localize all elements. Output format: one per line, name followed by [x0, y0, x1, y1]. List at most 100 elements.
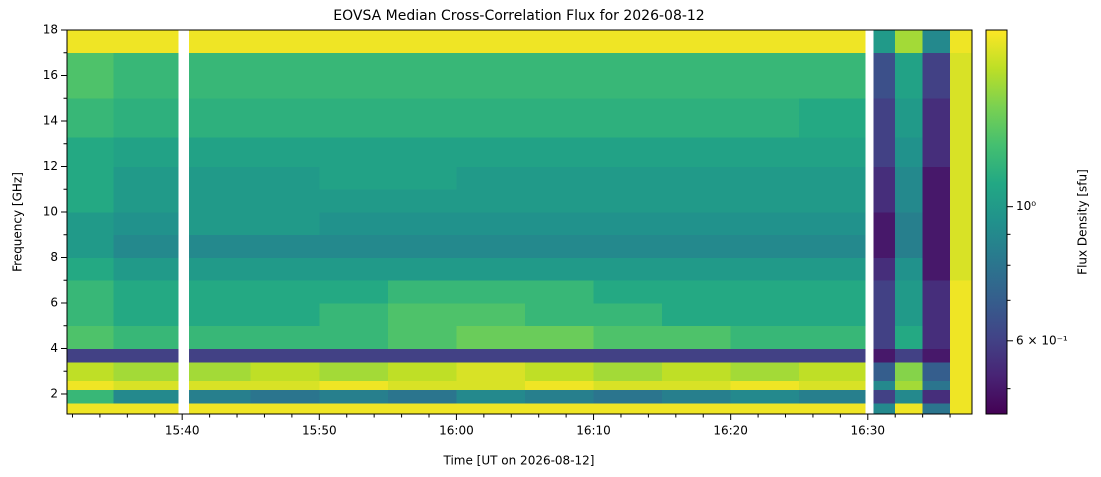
heatmap-cell	[799, 362, 866, 381]
heatmap-cell	[456, 136, 526, 167]
heatmap	[67, 30, 973, 415]
heatmap-cell	[730, 362, 800, 381]
heatmap-cell	[250, 362, 320, 381]
heatmap-cell	[895, 189, 924, 213]
heatmap-cell	[387, 39, 457, 54]
heatmap-cell	[662, 98, 732, 138]
heatmap-cell	[950, 380, 973, 390]
heatmap-cell	[113, 325, 179, 349]
heatmap-cell	[319, 211, 389, 236]
heatmap-cell	[456, 166, 526, 190]
heatmap-cell	[799, 166, 866, 190]
heatmap-cell	[67, 211, 115, 236]
heatmap-cell	[456, 52, 526, 99]
heatmap-cell	[113, 302, 179, 327]
heatmap-cell	[319, 30, 389, 40]
heatmap-cell	[189, 302, 252, 327]
heatmap-cell	[662, 39, 732, 54]
heatmap-cell	[113, 189, 179, 213]
heatmap-cell	[113, 348, 179, 363]
heatmap-cell	[189, 39, 252, 54]
heatmap-cell	[730, 189, 800, 213]
heatmap-cell	[113, 211, 179, 236]
heatmap-cell	[873, 234, 896, 258]
heatmap-cell	[250, 234, 320, 258]
heatmap-cell	[593, 257, 663, 281]
heatmap-cell	[662, 166, 732, 190]
heatmap-cell	[922, 325, 951, 349]
heatmap-cell	[873, 325, 896, 349]
y-tick-label: 4	[50, 341, 58, 355]
heatmap-cell	[456, 280, 526, 304]
heatmap-cell	[873, 389, 896, 404]
heatmap-cell	[387, 136, 457, 167]
heatmap-cell	[67, 166, 115, 190]
heatmap-cell	[895, 166, 924, 190]
heatmap-cell	[456, 302, 526, 327]
heatmap-cell	[922, 39, 951, 54]
heatmap-cell	[189, 166, 252, 190]
heatmap-cell	[250, 98, 320, 138]
y-tick-label: 6	[50, 295, 58, 309]
heatmap-cell	[950, 136, 973, 167]
heatmap-cell	[189, 362, 252, 381]
heatmap-cell	[799, 189, 866, 213]
heatmap-cell	[387, 280, 457, 304]
heatmap-cell	[730, 98, 800, 138]
heatmap-cell	[189, 98, 252, 138]
heatmap-cell	[456, 39, 526, 54]
heatmap-cell	[873, 257, 896, 281]
heatmap-cell	[250, 166, 320, 190]
y-tick-label: 8	[50, 250, 58, 264]
heatmap-cell	[950, 348, 973, 363]
heatmap-cell	[319, 302, 389, 327]
heatmap-cell	[319, 257, 389, 281]
heatmap-cell	[922, 380, 951, 390]
heatmap-cell	[250, 30, 320, 40]
heatmap-cell	[113, 380, 179, 390]
heatmap-cell	[895, 348, 924, 363]
heatmap-cell	[593, 52, 663, 99]
heatmap-cell	[524, 403, 595, 415]
heatmap-cell	[67, 389, 115, 404]
heatmap-cell	[895, 403, 924, 415]
heatmap-cell	[799, 403, 866, 415]
heatmap-cell	[662, 136, 732, 167]
heatmap-cell	[189, 136, 252, 167]
heatmap-cell	[319, 136, 389, 167]
heatmap-cell	[113, 280, 179, 304]
y-tick-label: 2	[50, 386, 58, 400]
heatmap-cell	[799, 380, 866, 390]
heatmap-cell	[456, 348, 526, 363]
heatmap-cell	[662, 257, 732, 281]
heatmap-cell	[67, 30, 115, 40]
heatmap-cell	[799, 389, 866, 404]
heatmap-cell	[524, 302, 595, 327]
heatmap-cell	[730, 389, 800, 404]
heatmap-cell	[799, 30, 866, 40]
heatmap-cell	[456, 325, 526, 349]
x-tick-label: 16:30	[850, 424, 885, 438]
heatmap-cell	[189, 257, 252, 281]
heatmap-cell	[662, 211, 732, 236]
heatmap-cell	[662, 362, 732, 381]
heatmap-cell	[950, 403, 973, 415]
heatmap-cell	[67, 302, 115, 327]
heatmap-cell	[593, 136, 663, 167]
heatmap-cell	[189, 52, 252, 99]
heatmap-cell	[873, 30, 896, 40]
heatmap-cell	[873, 403, 896, 415]
heatmap-cell	[922, 52, 951, 99]
heatmap-cell	[799, 211, 866, 236]
heatmap-cell	[922, 211, 951, 236]
heatmap-cell	[895, 30, 924, 40]
heatmap-cell	[895, 211, 924, 236]
colorbar	[985, 29, 1008, 415]
heatmap-cell	[895, 234, 924, 258]
heatmap-cell	[593, 234, 663, 258]
heatmap-cell	[922, 166, 951, 190]
heatmap-cell	[250, 325, 320, 349]
colorbar-tick-label: 6 × 10⁻¹	[1016, 333, 1068, 347]
heatmap-cell	[189, 348, 252, 363]
